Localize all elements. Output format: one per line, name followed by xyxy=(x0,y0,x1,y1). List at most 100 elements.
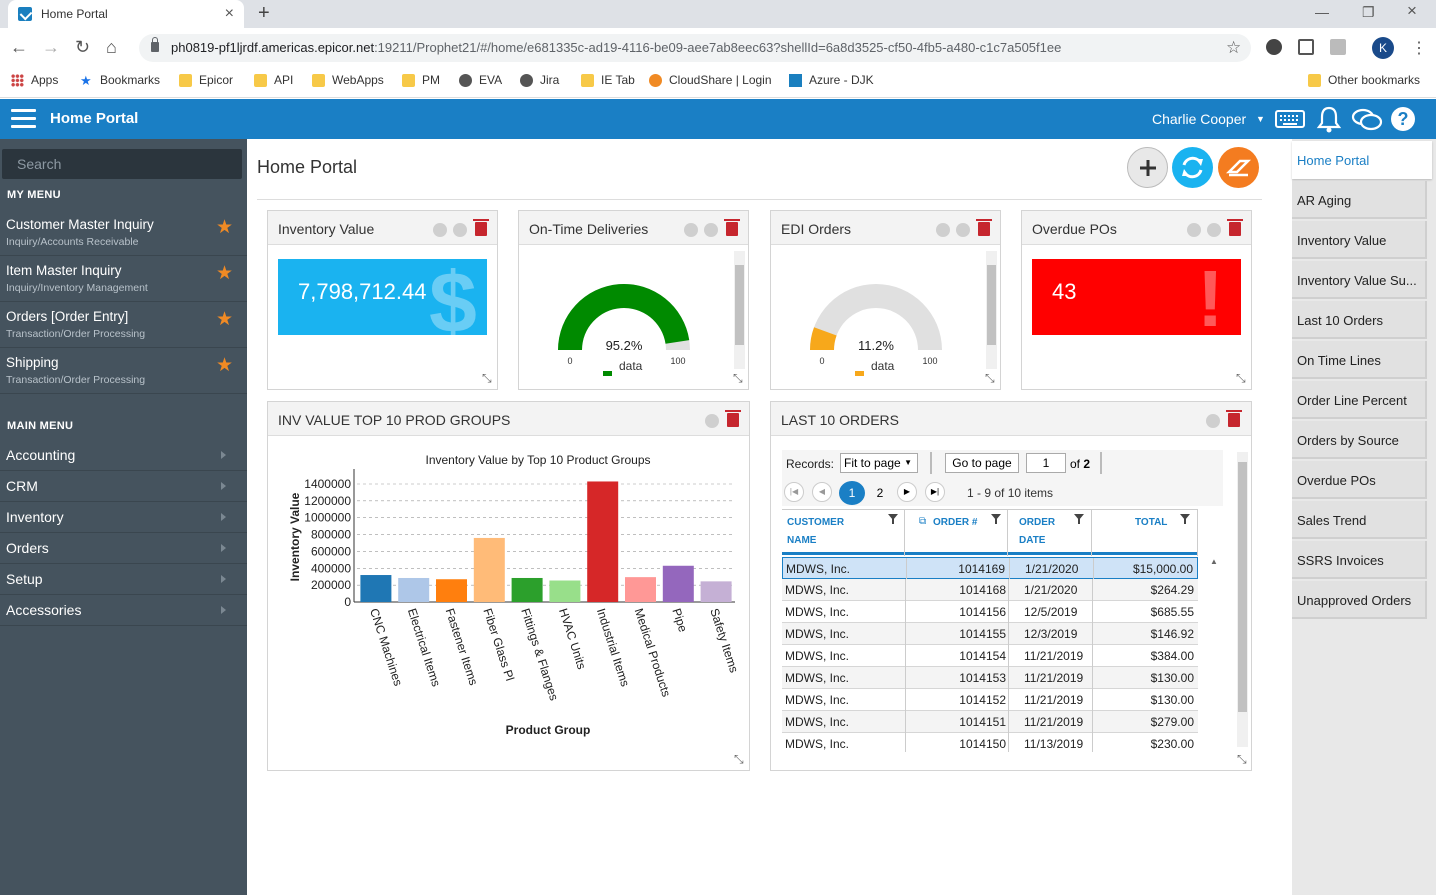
resize-icon[interactable]: ⤡ xyxy=(734,752,744,766)
bookmark-webapps[interactable]: WebApps xyxy=(312,73,384,87)
gear-icon[interactable] xyxy=(453,223,467,237)
navigate-arrow-icon[interactable] xyxy=(684,223,698,237)
extension-2-icon[interactable] xyxy=(1330,39,1346,55)
widget-list-item[interactable]: Unapproved Orders xyxy=(1292,581,1427,619)
gear-icon[interactable] xyxy=(704,223,718,237)
bookmark-cloudshare[interactable]: CloudShare | Login xyxy=(649,73,772,87)
bookmark-eva[interactable]: EVA xyxy=(459,73,502,87)
favorite-star-icon[interactable]: ★ xyxy=(216,263,234,284)
other-bookmarks[interactable]: Other bookmarks xyxy=(1308,73,1420,87)
forward-icon[interactable]: → xyxy=(42,37,60,57)
keyboard-icon[interactable] xyxy=(1275,110,1305,128)
minimize-icon[interactable]: — xyxy=(1315,4,1329,20)
gear-icon[interactable] xyxy=(956,223,970,237)
page-number-input[interactable]: 1 xyxy=(1026,453,1066,473)
table-row[interactable]: MDWS, Inc. 1014150 11/13/2019 $230.00 xyxy=(782,733,1198,752)
my-menu-item-shipping[interactable]: Shipping Transaction/Order Processing ★ xyxy=(0,348,247,394)
profile-avatar[interactable]: K xyxy=(1372,37,1394,59)
gear-icon[interactable] xyxy=(1206,414,1220,428)
main-menu-crm[interactable]: CRM xyxy=(0,471,247,502)
trash-icon[interactable] xyxy=(473,219,489,236)
bookmark-pm[interactable]: PM xyxy=(402,73,440,87)
trash-icon[interactable] xyxy=(725,410,741,427)
help-icon[interactable]: ? xyxy=(1390,106,1416,132)
trash-icon[interactable] xyxy=(1226,410,1242,427)
gear-icon[interactable] xyxy=(1207,223,1221,237)
table-row[interactable]: MDWS, Inc. 1014151 11/21/2019 $279.00 xyxy=(782,711,1198,733)
widget-list-item[interactable]: Orders by Source xyxy=(1292,421,1427,459)
prev-page-icon[interactable]: ◀ xyxy=(812,482,832,502)
bookmark-jira[interactable]: Jira xyxy=(520,73,559,87)
next-page-icon[interactable]: ▶ xyxy=(897,482,917,502)
browser-menu-icon[interactable]: ⋮ xyxy=(1411,40,1427,57)
widget-scrollbar[interactable] xyxy=(1237,452,1248,747)
column-total[interactable]: TOTAL xyxy=(1092,510,1198,556)
widget-list-item[interactable]: Overdue POs xyxy=(1292,461,1427,499)
widget-list-item[interactable]: On Time Lines xyxy=(1292,341,1427,379)
new-tab-icon[interactable]: + xyxy=(258,2,270,24)
widget-list-item[interactable]: AR Aging xyxy=(1292,181,1427,219)
my-menu-item-item-master-inquiry[interactable]: Item Master Inquiry Inquiry/Inventory Ma… xyxy=(0,256,247,302)
restore-icon[interactable]: ❐ xyxy=(1362,4,1375,20)
my-menu-item-customer-master-inquiry[interactable]: Customer Master Inquiry Inquiry/Accounts… xyxy=(0,210,247,256)
filter-icon[interactable] xyxy=(888,514,898,524)
trash-icon[interactable] xyxy=(1227,219,1243,236)
reload-icon[interactable]: ↻ xyxy=(75,37,91,57)
main-menu-setup[interactable]: Setup xyxy=(0,564,247,595)
address-bar[interactable]: ph0819-pf1ljrdf.americas.epicor.net:1921… xyxy=(139,34,1251,62)
column-order-number[interactable]: ⧉ ORDER # xyxy=(905,510,1008,556)
last-page-icon[interactable]: ▶| xyxy=(925,482,945,502)
navigate-arrow-icon[interactable] xyxy=(1187,223,1201,237)
page-1-button[interactable]: 1 xyxy=(839,481,865,505)
navigate-arrow-icon[interactable] xyxy=(936,223,950,237)
browser-tab[interactable]: Home Portal × xyxy=(8,0,244,28)
widget-list-item[interactable]: Sales Trend xyxy=(1292,501,1427,539)
chevron-down-icon[interactable]: ▼ xyxy=(1256,114,1265,124)
column-customer-name[interactable]: CUSTOMER NAME xyxy=(782,510,905,556)
resize-icon[interactable]: ⤡ xyxy=(1236,371,1246,385)
navigate-arrow-icon[interactable] xyxy=(433,223,447,237)
scrollbar[interactable] xyxy=(986,251,997,369)
main-menu-accessories[interactable]: Accessories xyxy=(0,595,247,626)
trash-icon[interactable] xyxy=(976,219,992,236)
main-menu-orders[interactable]: Orders xyxy=(0,533,247,564)
resize-icon[interactable]: ⤡ xyxy=(482,371,492,385)
sidebar-search-input[interactable]: Search xyxy=(2,149,242,179)
clear-button[interactable] xyxy=(1218,147,1259,188)
hamburger-menu-icon[interactable] xyxy=(11,109,36,129)
screen-capture-icon[interactable] xyxy=(1298,39,1314,55)
table-row[interactable]: MDWS, Inc. 1014152 11/21/2019 $130.00 xyxy=(782,689,1198,711)
resize-icon[interactable]: ⤡ xyxy=(1237,752,1247,766)
table-row[interactable]: MDWS, Inc. 1014168 1/21/2020 $264.29 xyxy=(782,579,1198,601)
bookmark-ie-tab[interactable]: IE Tab xyxy=(581,73,635,87)
page-2-button[interactable]: 2 xyxy=(876,486,884,500)
grid-scrollbar[interactable]: ▲ xyxy=(1209,557,1220,752)
table-row[interactable]: MDWS, Inc. 1014155 12/3/2019 $146.92 xyxy=(782,623,1198,645)
bookmark-bookmarks[interactable]: ★ Bookmarks xyxy=(80,72,161,88)
bookmark-api[interactable]: API xyxy=(254,73,293,87)
add-widget-button[interactable] xyxy=(1127,147,1168,188)
gear-icon[interactable] xyxy=(705,414,719,428)
main-menu-accounting[interactable]: Accounting xyxy=(0,440,247,471)
table-row[interactable]: MDWS, Inc. 1014153 11/21/2019 $130.00 xyxy=(782,667,1198,689)
resize-icon[interactable]: ⤡ xyxy=(985,371,995,385)
chat-icon[interactable] xyxy=(1351,107,1383,133)
bookmark-epicor[interactable]: Epicor xyxy=(179,73,233,87)
favorite-star-icon[interactable]: ★ xyxy=(216,217,234,238)
tab-close-icon[interactable]: × xyxy=(224,5,234,22)
filter-icon[interactable] xyxy=(1180,514,1190,524)
filter-icon[interactable] xyxy=(991,514,1001,524)
bookmark-star-icon[interactable]: ☆ xyxy=(1226,38,1242,57)
resize-icon[interactable]: ⤡ xyxy=(733,371,743,385)
records-select[interactable]: Fit to page ▼ xyxy=(840,453,918,473)
home-icon[interactable]: ⌂ xyxy=(106,37,117,57)
favorite-star-icon[interactable]: ★ xyxy=(216,309,234,330)
table-row[interactable]: MDWS, Inc. 1014169 1/21/2020 $15,000.00 xyxy=(782,557,1198,580)
main-menu-inventory[interactable]: Inventory xyxy=(0,502,247,533)
widget-list-item[interactable]: Order Line Percent xyxy=(1292,381,1427,419)
refresh-button[interactable] xyxy=(1172,147,1213,188)
column-order-date[interactable]: ORDER DATE xyxy=(1008,510,1092,556)
favorite-star-icon[interactable]: ★ xyxy=(216,355,234,376)
window-close-icon[interactable]: × xyxy=(1407,1,1417,20)
go-to-page-button[interactable]: Go to page xyxy=(945,453,1019,473)
